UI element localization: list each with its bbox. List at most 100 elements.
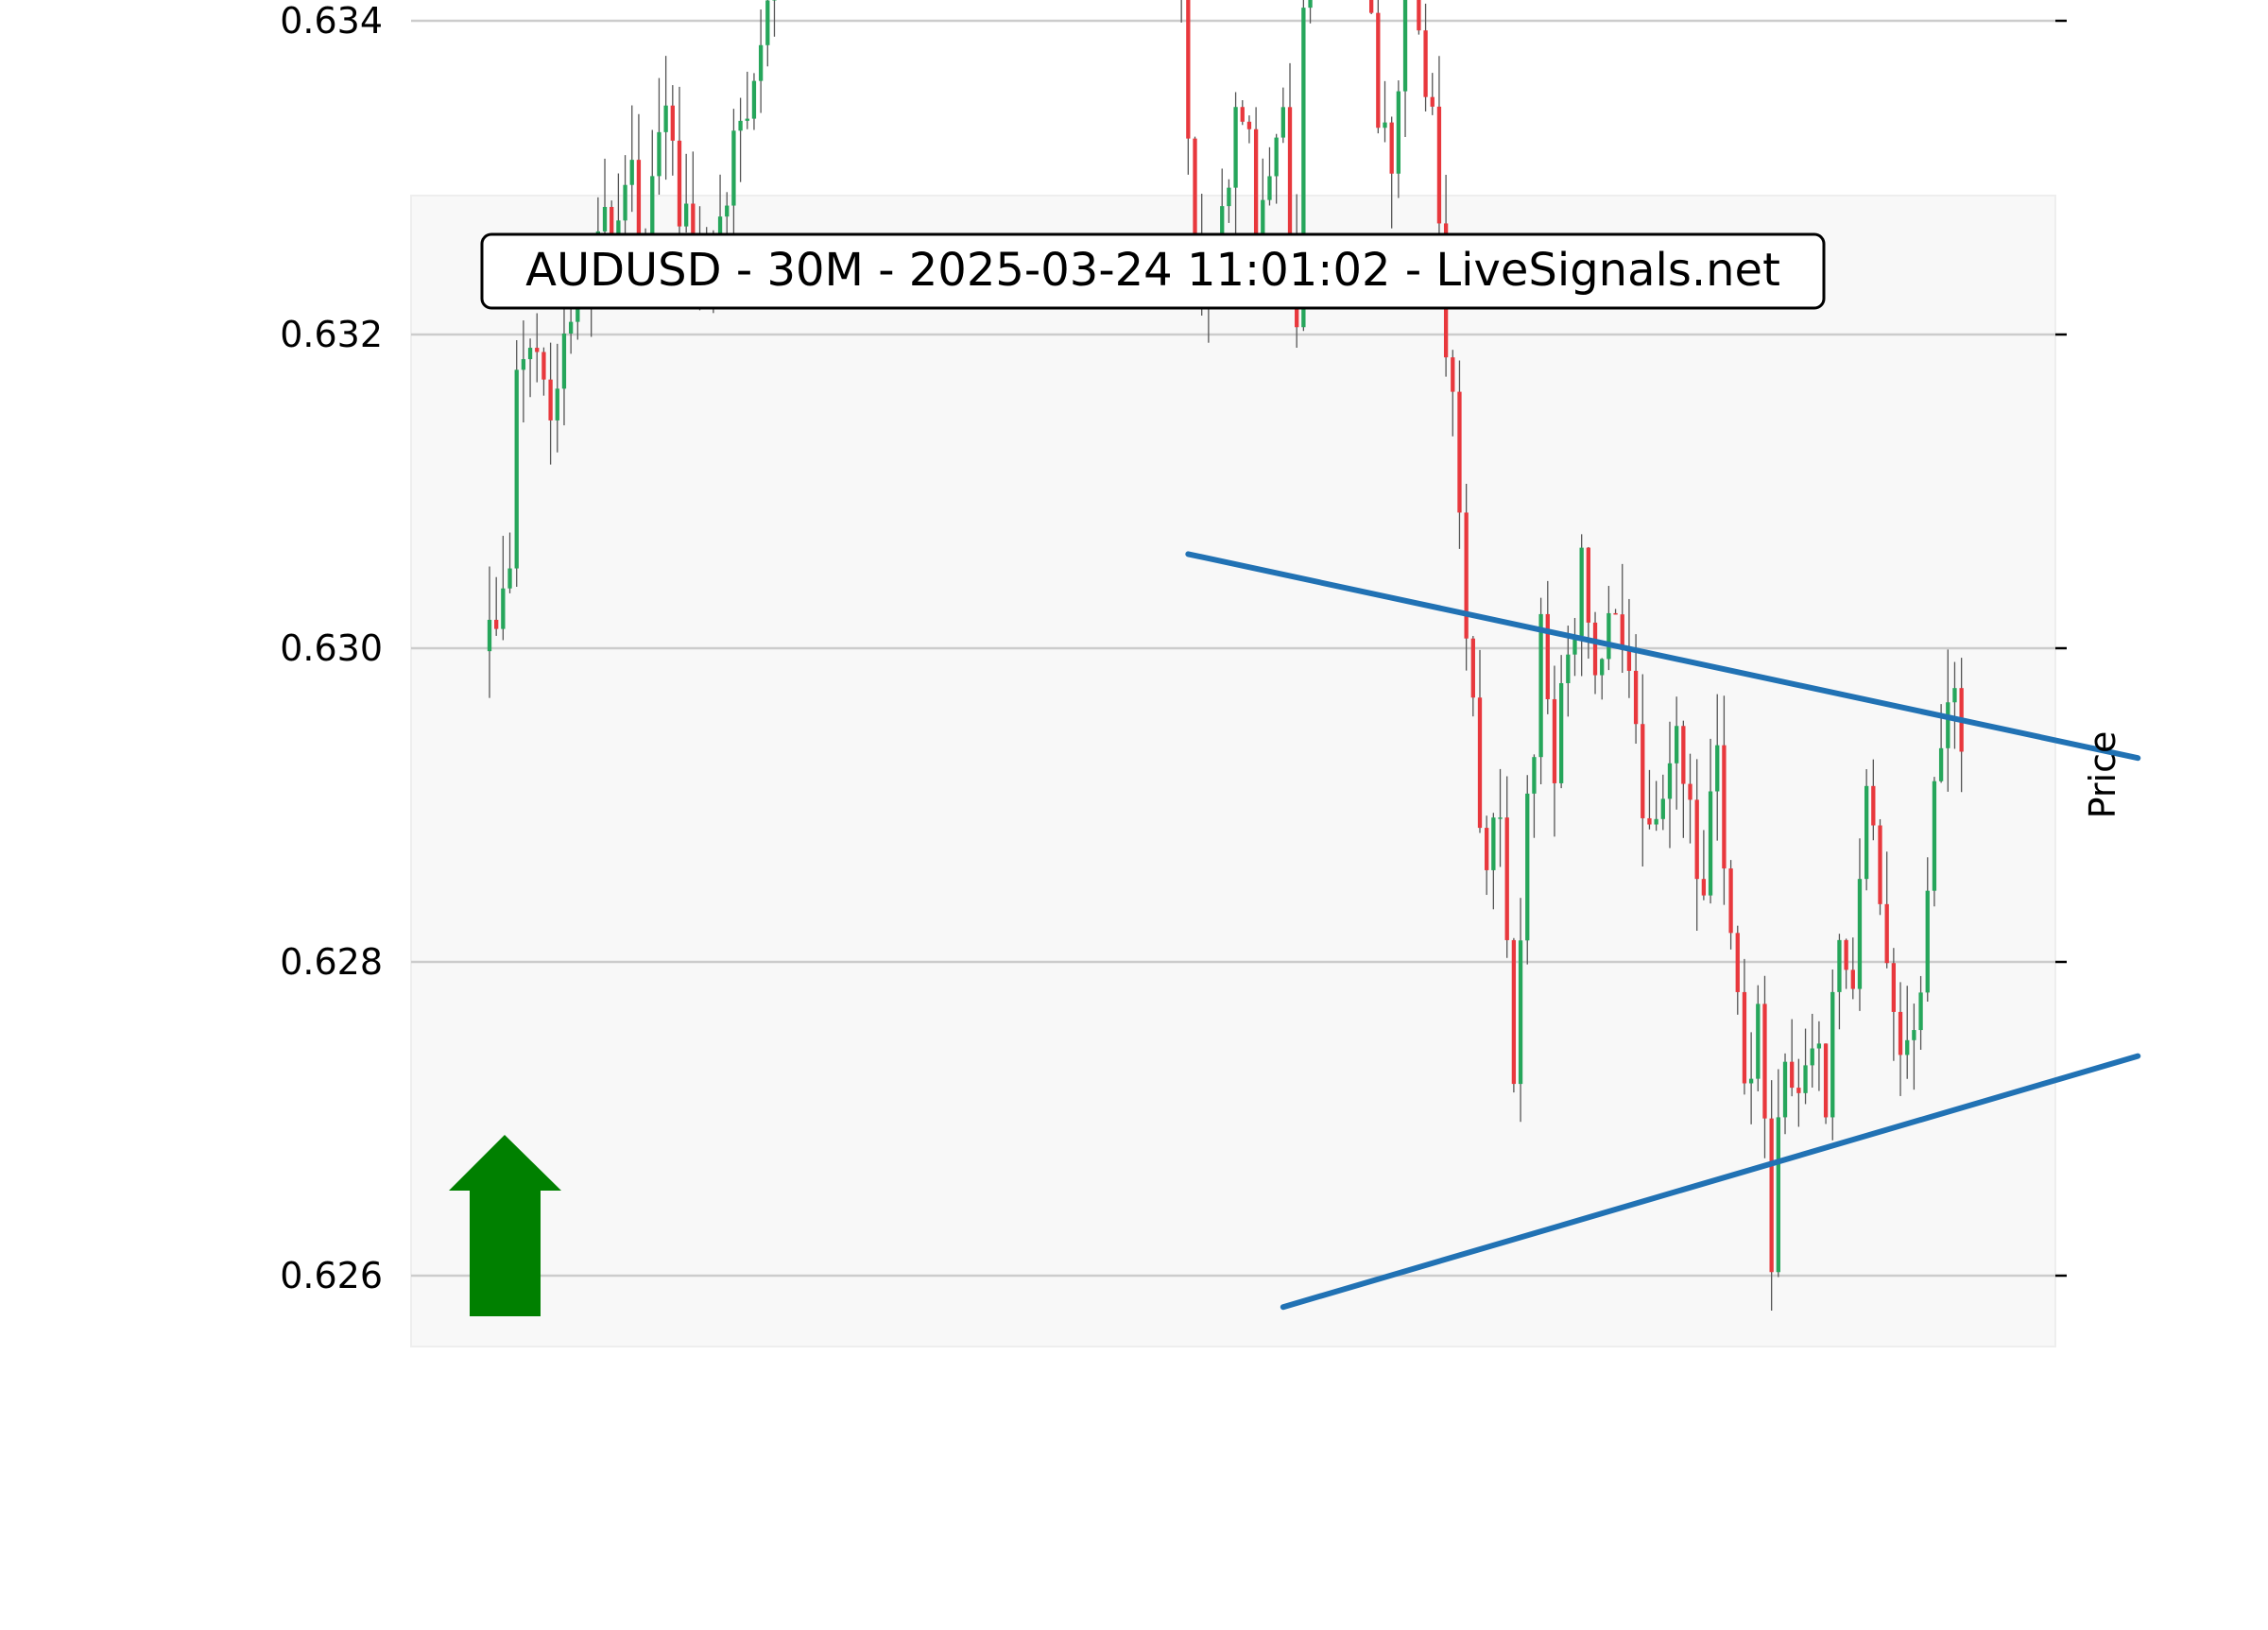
- candle-up: [1566, 654, 1571, 683]
- trendlines: [1185, 551, 2141, 1311]
- y-axis-label: Price: [2082, 731, 2123, 819]
- candle-up: [725, 205, 730, 217]
- candle-up: [1864, 785, 1869, 880]
- candle-up: [1708, 791, 1713, 896]
- candle-up: [576, 301, 580, 322]
- candle-up: [487, 619, 492, 652]
- y-tick-label: 0.634: [280, 0, 383, 42]
- candle-up: [1756, 1004, 1761, 1079]
- candle-down: [1823, 1043, 1829, 1118]
- candle-down: [1891, 963, 1897, 1012]
- candle-down: [1485, 828, 1489, 870]
- candle-down: [1790, 1061, 1795, 1089]
- candle-down: [1376, 12, 1381, 129]
- candle-down: [1287, 107, 1293, 238]
- candle-up: [561, 333, 567, 389]
- candle-up: [684, 203, 689, 227]
- candle-up: [616, 220, 621, 235]
- candle-up: [1810, 1048, 1814, 1066]
- candle-up: [1925, 890, 1930, 993]
- candle-up: [657, 131, 662, 177]
- candle-up: [1938, 747, 1944, 781]
- candle-up: [507, 568, 512, 589]
- candle-down: [494, 619, 499, 629]
- chart-title: AUDUSD - 30M - 2025-03-24 11:01:02 - Liv…: [480, 232, 1826, 310]
- candle-down: [610, 206, 614, 235]
- candle-up: [521, 359, 526, 370]
- candle-down: [1694, 799, 1699, 880]
- candle-up: [758, 44, 764, 81]
- candle-up: [1525, 793, 1530, 941]
- candle-up: [1233, 107, 1238, 188]
- candle-up: [1654, 818, 1658, 825]
- candle-up: [1667, 763, 1673, 799]
- candle-down: [1586, 547, 1591, 623]
- candle-down: [1735, 933, 1740, 992]
- support-trendline: [1280, 1053, 2141, 1311]
- candle-up: [1301, 8, 1306, 328]
- candle-down: [1742, 991, 1747, 1084]
- candles: [487, 0, 1964, 1311]
- candle-up: [1918, 992, 1923, 1031]
- title-box: [480, 232, 1826, 310]
- candle-down: [1504, 817, 1509, 940]
- candle-down: [1871, 785, 1876, 826]
- candle-up: [1715, 745, 1720, 792]
- candle-down: [1253, 129, 1259, 241]
- candle-up: [1857, 879, 1863, 989]
- resistance-trendline: [1185, 551, 2141, 762]
- candle-up: [1912, 1030, 1916, 1040]
- candle-up: [1905, 1039, 1910, 1055]
- candle-down: [636, 160, 642, 239]
- candle-down: [1436, 106, 1442, 224]
- candle-up: [1402, 0, 1408, 92]
- candle-down: [1722, 745, 1727, 869]
- candle-up: [765, 0, 770, 45]
- candle-down: [1240, 107, 1245, 122]
- candle-down: [1884, 903, 1889, 964]
- candle-up: [1837, 939, 1842, 992]
- candle-down: [1633, 670, 1639, 725]
- candle-up: [501, 588, 506, 629]
- candle-up: [1748, 1078, 1754, 1084]
- candle-up: [623, 184, 627, 221]
- candle-down: [1762, 1004, 1767, 1119]
- candle-up: [527, 348, 533, 360]
- candle-up: [1538, 613, 1543, 758]
- candle-down: [535, 348, 540, 352]
- candle-down: [1186, 0, 1191, 139]
- candle-down: [1246, 121, 1252, 129]
- candle-up: [745, 118, 749, 121]
- candle-down: [1681, 726, 1686, 784]
- candle-down: [1613, 612, 1618, 615]
- candle-up: [1952, 688, 1957, 703]
- candle-down: [1620, 614, 1624, 650]
- candle-up: [1946, 702, 1950, 748]
- candle-up: [1572, 636, 1577, 655]
- candle-down: [1457, 391, 1462, 513]
- candle-up: [1532, 757, 1537, 794]
- candle-up: [731, 130, 736, 206]
- candle-up: [1280, 107, 1285, 138]
- candle-up: [555, 388, 559, 420]
- candle-down: [1470, 638, 1475, 698]
- candle-up: [1227, 187, 1231, 207]
- candle-up: [1498, 817, 1503, 819]
- candle-up: [1558, 682, 1564, 783]
- candle-up: [514, 369, 519, 569]
- candle-up: [1776, 1117, 1780, 1273]
- candle-down: [1417, 0, 1421, 31]
- candle-down: [1545, 613, 1550, 699]
- y-tick-label: 0.632: [280, 314, 383, 355]
- candle-down: [670, 105, 675, 141]
- candle-up: [1579, 547, 1584, 637]
- candle-down: [1626, 649, 1632, 671]
- candle-down: [1368, 0, 1374, 13]
- candle-down: [1769, 1118, 1774, 1273]
- candle-down: [1850, 969, 1855, 989]
- candle-down: [1451, 357, 1455, 392]
- candle-down: [1701, 879, 1707, 896]
- candle-up: [1491, 817, 1496, 870]
- grid-lines: [411, 19, 2055, 1278]
